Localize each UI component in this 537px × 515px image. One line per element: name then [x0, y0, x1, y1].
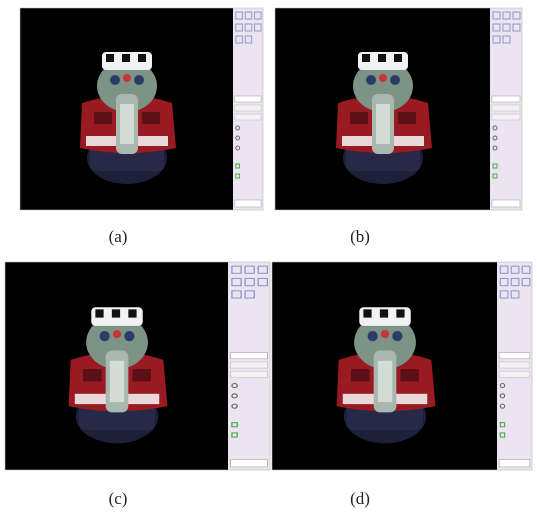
panel-border [19, 7, 264, 211]
caption: (b) [350, 227, 370, 246]
side-panel [497, 262, 532, 470]
side-panel [233, 8, 263, 210]
panel-border [4, 261, 271, 471]
caption: (c) [109, 489, 128, 508]
caption: (a) [109, 227, 128, 246]
side-panel [228, 262, 270, 470]
side-panel [490, 8, 522, 210]
caption: (d) [350, 489, 370, 508]
panel-border [271, 261, 533, 471]
panel-border [274, 7, 523, 211]
